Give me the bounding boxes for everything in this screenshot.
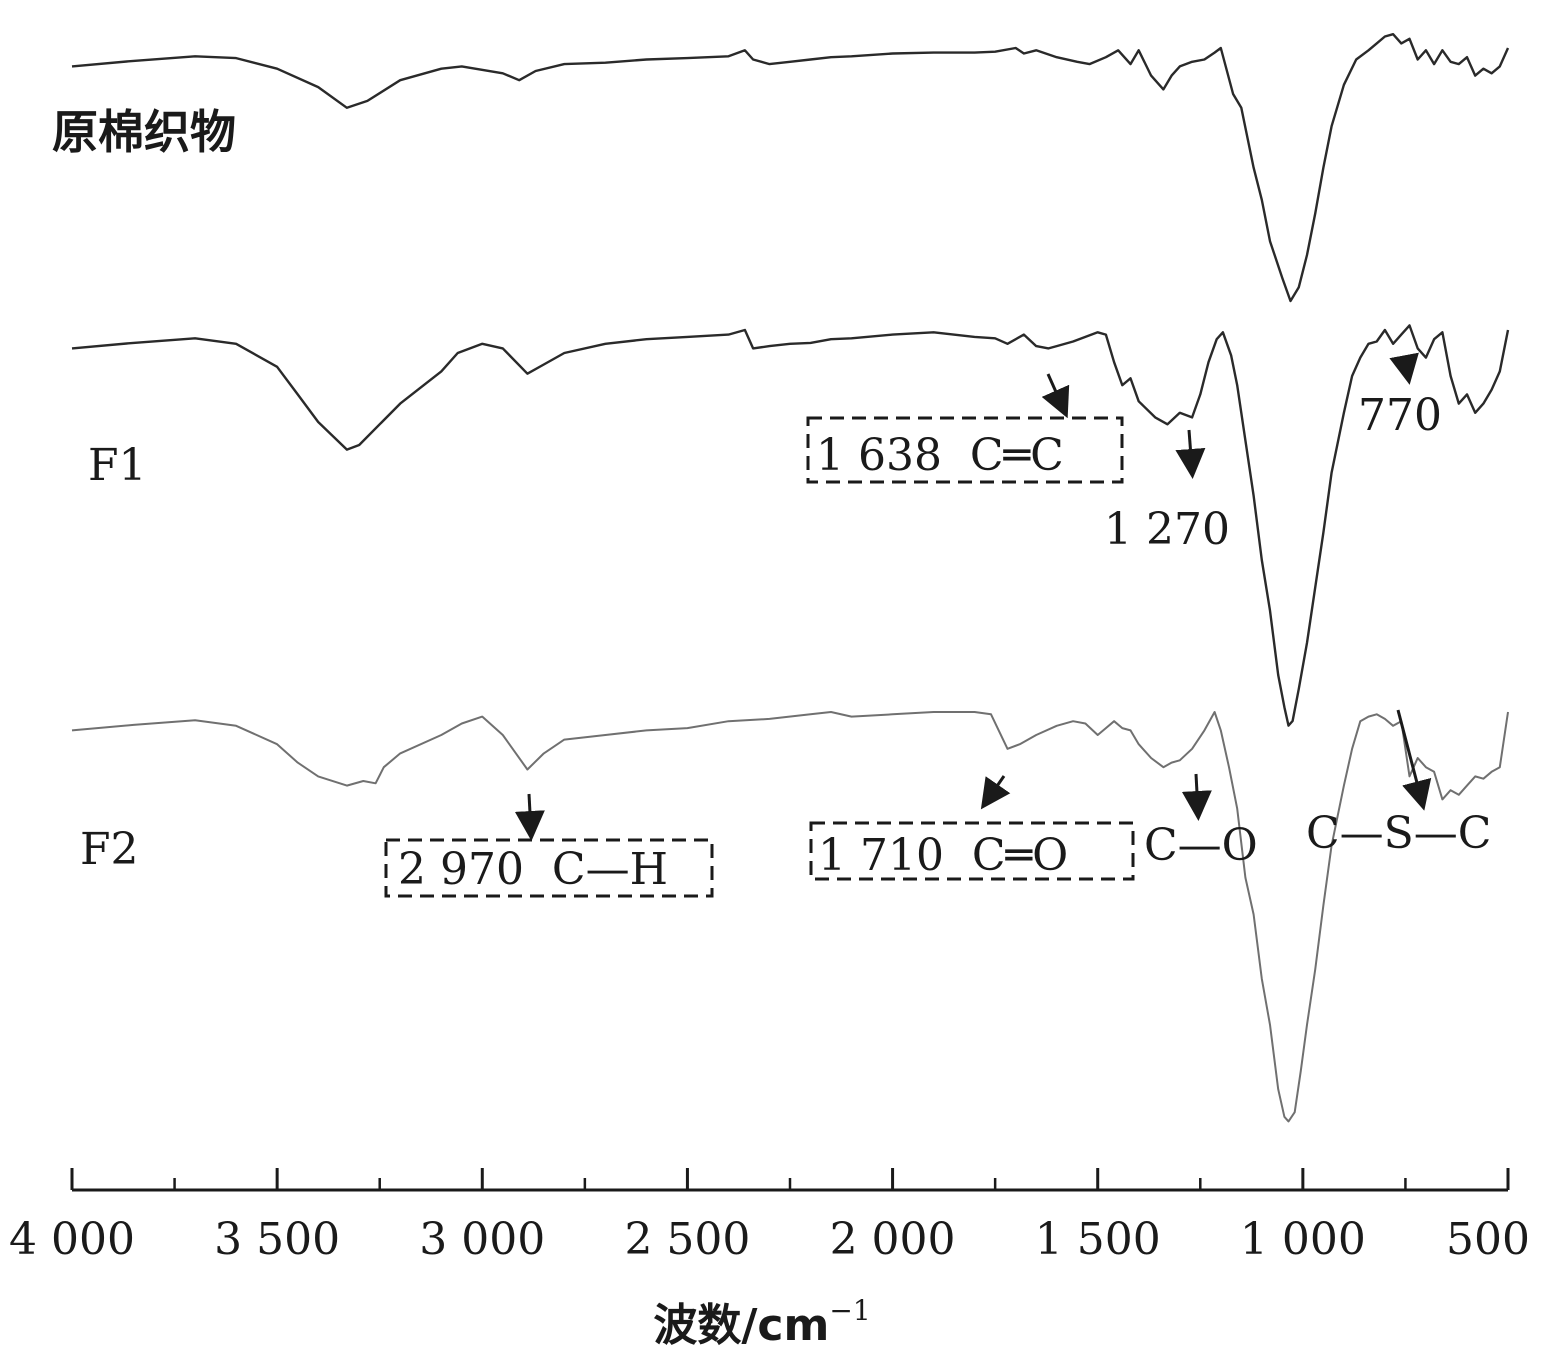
arrow-csc (1396, 709, 1432, 811)
x-tick-label-1500: 1 500 (1035, 1214, 1161, 1265)
annotation-1710-co: 1 710 C═O (818, 830, 1068, 881)
series-line-raw-cotton (71, 33, 1510, 303)
arrow-co (1181, 773, 1212, 821)
annotation-box-2970 (384, 838, 714, 898)
annotation-1270: 1 270 (1104, 504, 1230, 555)
annotation-co: C—O (1144, 820, 1258, 871)
annotation-770: 770 (1358, 390, 1442, 441)
arrow-2970 (514, 793, 545, 841)
x-tick-label-3000: 3 000 (419, 1214, 545, 1265)
annotation-2970-ch: 2 970 C—H (398, 844, 668, 895)
series-label-raw-cotton: 原棉织物 (52, 105, 236, 159)
series-label-f1: F1 (88, 440, 147, 491)
series-line-f2 (71, 711, 1509, 1123)
arrow-1638 (1041, 373, 1070, 419)
arrow-1710 (980, 775, 1011, 810)
arrow-770 (1389, 352, 1419, 385)
series-layer (71, 33, 1510, 1123)
series-line-f1 (71, 324, 1510, 727)
annotation-1638-cc: 1 638 C═C (816, 430, 1064, 481)
x-tick-label-3500: 3 500 (214, 1214, 340, 1265)
x-tick-label-500: 500 (1446, 1214, 1530, 1265)
arrow-1270 (1175, 429, 1206, 479)
x-tick-label-2000: 2 000 (830, 1214, 956, 1265)
x-axis-ticks: 4 000 3 500 3 000 2 500 2 000 1 500 1 000 500 (9, 1168, 1530, 1265)
x-axis-label-superscript: −1 (829, 1294, 870, 1327)
x-tick-label-1000: 1 000 (1240, 1214, 1366, 1265)
x-tick-label-2500: 2 500 (624, 1214, 750, 1265)
annotation-box-1710 (809, 821, 1135, 881)
annotation-box-1638 (806, 416, 1124, 484)
annotation-csc: C—S—C (1306, 808, 1491, 859)
x-axis-label-text: 波数/cm (653, 1300, 829, 1351)
x-tick-label-4000: 4 000 (9, 1214, 135, 1265)
x-axis-label: 波数/cm−1 (653, 1294, 870, 1351)
series-label-f2: F2 (80, 824, 139, 875)
